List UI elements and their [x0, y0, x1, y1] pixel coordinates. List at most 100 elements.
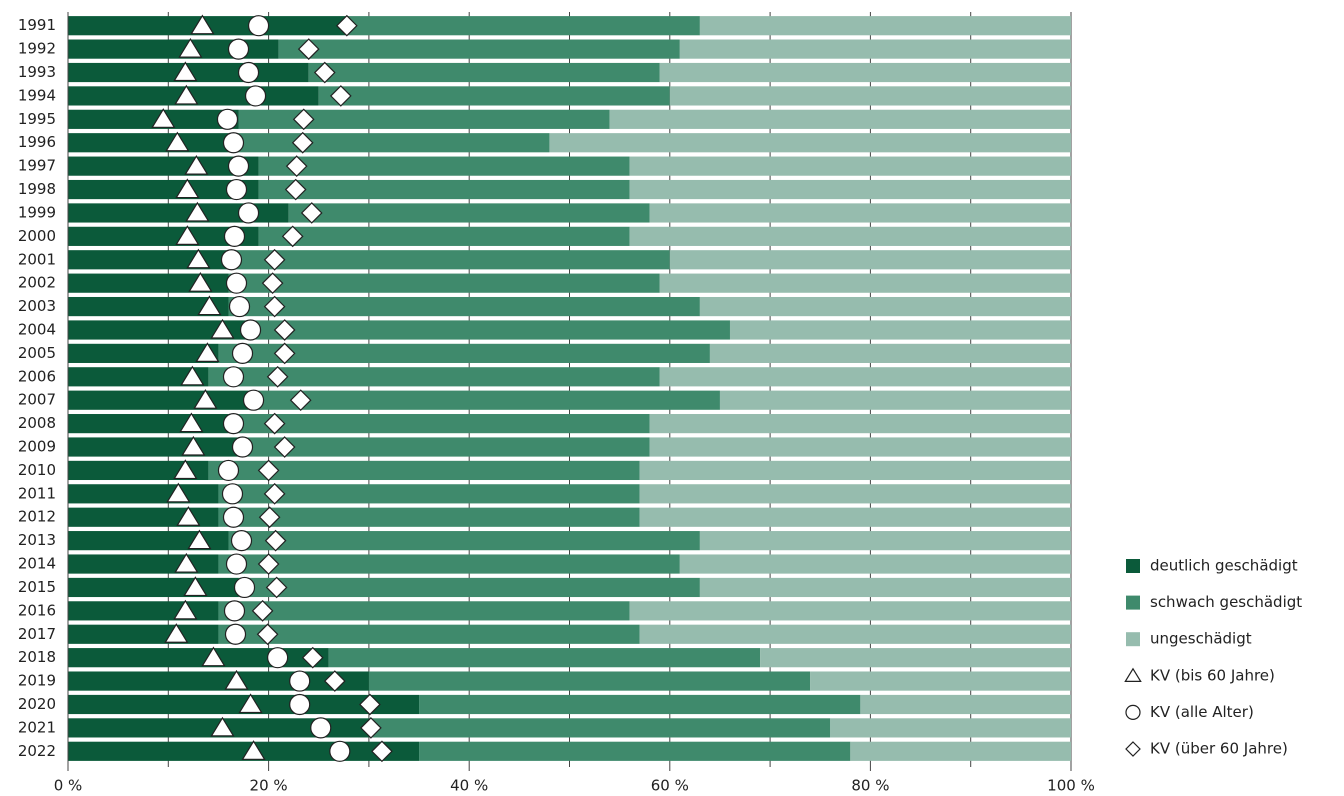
circle-marker [223, 600, 246, 622]
bar-segment [68, 343, 219, 363]
bar-segment [68, 273, 229, 293]
bar-segment [228, 531, 700, 551]
y-tick-label: 1991 [18, 16, 56, 34]
y-tick-label: 2014 [18, 555, 56, 573]
bar-segment [68, 156, 259, 176]
circle-marker [247, 15, 270, 37]
triangle-marker [195, 342, 220, 362]
diamond-marker [329, 85, 352, 107]
circle-marker [237, 202, 260, 224]
x-tick-label: 0 % [54, 777, 83, 795]
bar-segment [669, 250, 1071, 270]
circle-marker [242, 389, 265, 411]
circle-marker [225, 272, 248, 294]
diamond-marker [360, 717, 382, 739]
bar-segment [729, 320, 1071, 340]
diamond-marker [284, 178, 307, 201]
circle-marker [231, 436, 254, 458]
y-tick-label: 2004 [18, 320, 56, 338]
circle-marker [267, 647, 289, 669]
bar-segment [208, 367, 660, 387]
y-tick-label: 2020 [18, 695, 56, 713]
y-tick-label: 1999 [18, 203, 56, 221]
triangle-marker [173, 459, 198, 480]
legend-triangle [1124, 667, 1142, 683]
diamond-marker [263, 482, 286, 505]
triangle-marker [183, 576, 208, 597]
triangle-marker [175, 225, 200, 245]
bar-segment [629, 226, 1071, 246]
bar-segment [68, 133, 239, 153]
bar-segment [709, 343, 1071, 363]
bar-segment [68, 484, 219, 504]
diamond-marker [258, 506, 281, 529]
bar-segment [238, 577, 700, 598]
bar-segment [68, 414, 229, 434]
y-tick-label: 1995 [18, 110, 56, 128]
circle-marker [289, 693, 311, 716]
bar-segment [218, 507, 640, 527]
y-tick-label: 1996 [18, 133, 56, 151]
circle-marker [244, 85, 267, 107]
bar-segment [639, 460, 1071, 481]
diamond-marker [359, 693, 381, 716]
circle-marker [225, 178, 248, 201]
circle-marker [310, 717, 332, 739]
circle-marker [222, 366, 245, 388]
bar-segment [68, 203, 289, 223]
diamond-marker [265, 576, 288, 599]
triangle-marker [174, 552, 199, 573]
triangle-marker [224, 669, 249, 690]
legend-label: KV (bis 60 Jahre) [1150, 666, 1275, 684]
bar-segment [860, 694, 1071, 715]
bar-segment [699, 531, 1071, 551]
diamond-marker [266, 365, 289, 388]
bar-segment [830, 718, 1071, 738]
bar-segment [649, 203, 1071, 223]
triangle-marker [176, 506, 201, 526]
triangle-marker [190, 14, 215, 35]
bar-segment [68, 179, 259, 200]
bar-segment [218, 624, 640, 644]
diamond-marker [313, 61, 336, 84]
bar-segment [68, 367, 209, 387]
x-tick-label: 20 % [250, 777, 288, 795]
triangle-marker [179, 412, 204, 433]
circle-marker [231, 342, 254, 364]
bar-segment [549, 133, 1071, 153]
bar-segment [218, 554, 680, 574]
triangle-marker [184, 154, 209, 175]
bar-segment [308, 62, 660, 83]
bar-segment [238, 109, 610, 129]
bar-segment [649, 437, 1071, 457]
circle-marker [222, 132, 245, 154]
bar-segment [68, 226, 259, 246]
bar-segment [639, 484, 1071, 504]
legend-label: schwach geschädigt [1150, 593, 1302, 611]
bar-segment [609, 109, 1071, 129]
x-tick-label: 100 % [1047, 777, 1095, 795]
diamond-marker [291, 131, 314, 154]
bar-segment [248, 390, 720, 410]
y-tick-label: 2005 [18, 344, 56, 362]
legend-swatch [1126, 632, 1140, 647]
y-tick-label: 2007 [18, 391, 56, 409]
triangle-marker [165, 131, 190, 152]
bar-segment [679, 554, 1071, 574]
y-tick-label: 1993 [18, 63, 56, 81]
y-tick-label: 2006 [18, 367, 56, 385]
legend-label: KV (alle Alter) [1150, 703, 1254, 721]
triangle-marker [238, 693, 263, 714]
triangle-marker [210, 318, 235, 339]
triangle-marker [197, 295, 222, 316]
diamond-marker [264, 529, 287, 552]
y-tick-label: 2009 [18, 438, 56, 456]
circle-marker [329, 740, 351, 762]
triangle-marker [188, 272, 213, 292]
circle-marker [233, 576, 256, 599]
bar-segment [258, 226, 630, 246]
legend-swatch [1126, 559, 1140, 573]
bar-segment [68, 460, 209, 481]
legend-diamond [1125, 741, 1141, 757]
